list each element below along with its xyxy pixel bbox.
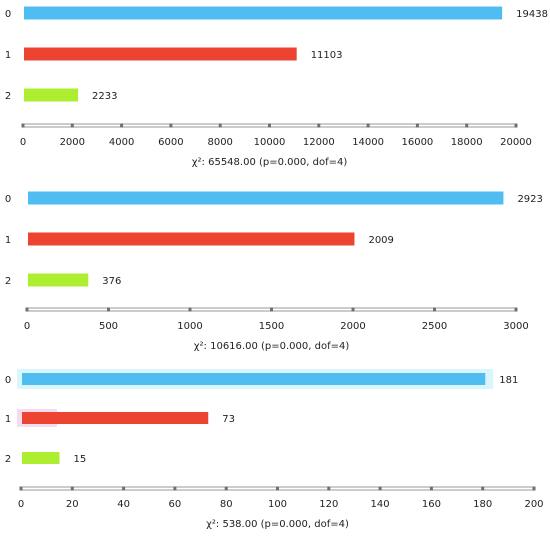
- x-tick: [224, 486, 228, 491]
- x-tick: [21, 123, 25, 128]
- x-tick: [70, 123, 74, 128]
- x-tick: [514, 307, 518, 312]
- x-tick-label: 0: [24, 321, 30, 332]
- x-tick: [465, 123, 469, 128]
- x-tick-label: 3000: [503, 321, 528, 332]
- chi-square-label: χ²: 538.00 (p=0.000, dof=4): [206, 519, 349, 530]
- bar-0[interactable]: [28, 191, 504, 205]
- x-tick: [351, 307, 355, 312]
- category-label: 1: [5, 50, 11, 61]
- x-tick-label: 8000: [207, 137, 232, 148]
- x-tick-label: 180: [473, 499, 492, 510]
- x-tick: [317, 123, 321, 128]
- x-tick: [188, 307, 192, 312]
- category-label: 2: [5, 91, 11, 102]
- category-label: 0: [5, 375, 11, 386]
- x-tick-label: 200: [524, 499, 543, 510]
- x-tick: [415, 123, 419, 128]
- x-tick-label: 1000: [177, 321, 202, 332]
- bar-1[interactable]: [28, 232, 355, 246]
- chi-square-label: χ²: 65548.00 (p=0.000, dof=4): [192, 157, 348, 168]
- bar-value-label: 11103: [311, 50, 343, 61]
- bar-value-label: 15: [73, 454, 86, 465]
- bar-value-label: 2009: [368, 235, 393, 246]
- bar-value-label: 73: [222, 414, 235, 425]
- x-tick: [25, 307, 29, 312]
- x-tick: [378, 486, 382, 491]
- x-tick: [169, 123, 173, 128]
- chart-panel-2: 0 181 1 73 2 15 0 20 40 60 80 100 120 140 160 180 200 χ²:…: [5, 369, 544, 530]
- chi-square-label: χ²: 10616.00 (p=0.000, dof=4): [194, 341, 350, 352]
- x-tick-label: 140: [371, 499, 390, 510]
- category-label: 0: [5, 194, 11, 205]
- x-tick-label: 18000: [451, 137, 483, 148]
- bar-2[interactable]: [22, 452, 60, 464]
- category-label: 1: [5, 235, 11, 246]
- category-label: 0: [5, 9, 11, 20]
- bar-2[interactable]: [24, 88, 79, 102]
- x-tick-label: 2500: [422, 321, 447, 332]
- x-tick: [327, 486, 331, 491]
- x-tick: [276, 486, 279, 491]
- x-tick: [218, 123, 222, 128]
- bar-value-label: 19438: [516, 9, 548, 20]
- x-tick: [433, 307, 436, 312]
- category-label: 1: [5, 414, 11, 425]
- x-tick: [19, 486, 23, 491]
- x-tick: [429, 486, 433, 491]
- x-tick: [366, 123, 370, 128]
- x-tick-label: 2000: [340, 321, 365, 332]
- x-tick: [532, 486, 536, 491]
- x-tick: [481, 486, 485, 491]
- x-tick-label: 1500: [259, 321, 284, 332]
- x-tick-label: 2000: [60, 137, 85, 148]
- bar-1[interactable]: [22, 412, 209, 424]
- bar-1[interactable]: [24, 47, 297, 61]
- x-tick: [514, 123, 518, 128]
- x-tick-label: 40: [117, 499, 130, 510]
- x-tick-label: 4000: [109, 137, 134, 148]
- x-tick: [270, 307, 273, 312]
- x-tick-label: 160: [422, 499, 441, 510]
- x-tick-label: 120: [319, 499, 338, 510]
- x-tick-label: 80: [220, 499, 233, 510]
- x-tick: [268, 123, 271, 128]
- bar-0[interactable]: [22, 373, 486, 385]
- x-tick-label: 10000: [254, 137, 286, 148]
- x-tick: [70, 486, 74, 491]
- bar-value-label: 181: [499, 375, 518, 386]
- bar-value-label: 2233: [92, 91, 117, 102]
- x-tick: [107, 307, 110, 312]
- x-tick-label: 100: [268, 499, 287, 510]
- chart-panel-1: 0 2923 1 2009 2 376 0 500 1000 1500 2000 2500 3000 χ²…: [5, 191, 543, 352]
- bar-value-label: 2923: [517, 194, 542, 205]
- x-tick: [120, 123, 124, 128]
- x-tick: [173, 486, 177, 491]
- x-tick-label: 20: [66, 499, 79, 510]
- x-tick-label: 16000: [401, 137, 433, 148]
- x-tick-label: 60: [169, 499, 182, 510]
- x-tick: [122, 486, 126, 491]
- category-label: 2: [5, 454, 11, 465]
- chart-panel-0: 0 19438 1 11103 2 2233 0 2000 4000 6000 8000 10000 1…: [5, 6, 548, 168]
- x-tick-label: 14000: [352, 137, 384, 148]
- category-label: 2: [5, 276, 11, 287]
- x-tick-label: 500: [99, 321, 118, 332]
- x-tick-label: 0: [18, 499, 24, 510]
- x-tick-label: 20000: [500, 137, 532, 148]
- x-tick-label: 12000: [303, 137, 335, 148]
- x-tick-label: 6000: [158, 137, 183, 148]
- bar-2[interactable]: [28, 273, 89, 287]
- bar-value-label: 376: [102, 276, 121, 287]
- bar-0[interactable]: [24, 6, 503, 20]
- x-tick-label: 0: [20, 137, 26, 148]
